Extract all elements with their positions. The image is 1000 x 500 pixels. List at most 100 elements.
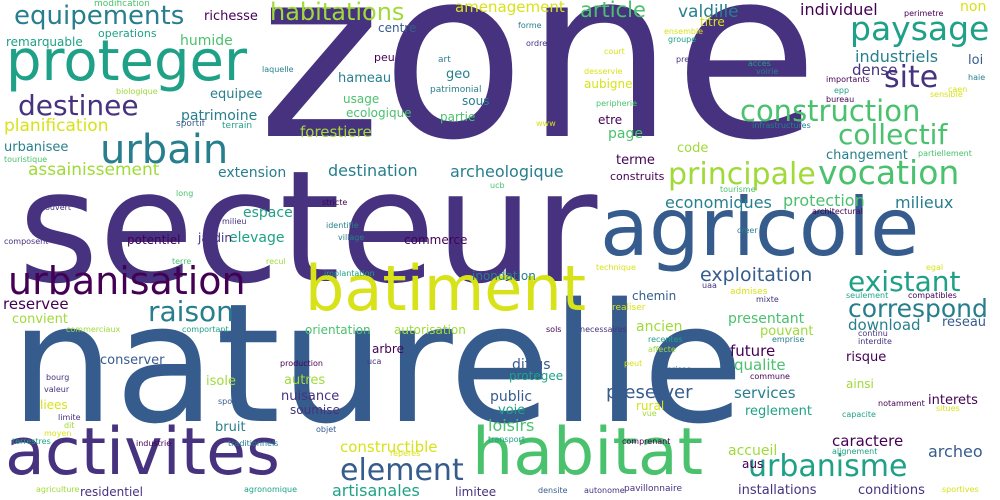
word-archeo: archeo <box>928 442 983 461</box>
word-installations: installations <box>738 483 817 498</box>
word-chemin: chemin <box>632 289 677 303</box>
word-jardin: jardin <box>198 231 232 245</box>
word-architectural: architectural <box>812 207 863 216</box>
word-urbanisme: urbanisme <box>748 449 908 484</box>
word-vue: vue <box>642 409 657 418</box>
word-partie: partie <box>440 110 476 124</box>
word-milieux: milieux <box>895 193 954 212</box>
word-composent: composent <box>4 237 49 246</box>
word-sportives: sportives <box>942 485 979 494</box>
word-laquelle: laquelle <box>262 65 294 74</box>
word-prevu: prevu <box>676 55 699 64</box>
word-commune: commune <box>750 372 790 381</box>
word-peut: peut <box>624 359 643 368</box>
word-activites: activites <box>5 415 280 490</box>
word-touristique: touristique <box>4 155 48 164</box>
word-correspond: correspond <box>848 294 988 323</box>
word-conserver: conserver <box>100 353 165 368</box>
word-protegee: protegee <box>509 369 564 383</box>
word-equipements: equipements <box>14 1 185 31</box>
word-operations: operations <box>98 27 157 40</box>
word-elevage: elevage <box>229 230 285 246</box>
word-code: code <box>677 141 709 156</box>
word-forme: forme <box>518 21 542 30</box>
word-interets: interets <box>928 393 978 408</box>
word-continu: continu <box>858 329 888 338</box>
word-dense: dense <box>852 61 898 79</box>
word-implantation: implantation <box>324 269 375 278</box>
word-ordre: ordre <box>526 39 548 48</box>
word-comprenant: comprenant <box>622 437 671 446</box>
word-sous: sous <box>462 94 490 108</box>
word-existant: existant <box>848 265 961 298</box>
word-planification: planification <box>4 116 109 136</box>
word-ouvert: ouvert <box>45 203 72 212</box>
word-traditionnels: traditionnels <box>228 439 279 448</box>
word-reglement: reglement <box>745 404 812 419</box>
word-loisirs: loisirs <box>488 416 535 435</box>
word-stricte: stricte <box>322 198 348 207</box>
word-technique: technique <box>596 263 636 272</box>
word-construction: construction <box>740 94 921 128</box>
word-paysage: paysage <box>850 9 990 48</box>
word-reseau: reseau <box>942 315 987 330</box>
word-raison: raison <box>148 295 234 328</box>
word-pouvant: pouvant <box>760 324 814 339</box>
word-haie: haie <box>968 73 986 82</box>
word-realiser: realiser <box>612 303 646 313</box>
word-element: element <box>340 453 464 488</box>
word-situes: situes <box>936 404 960 413</box>
word-assainissement: assainissement <box>28 160 160 180</box>
word-autorisee: autorisee <box>654 365 692 374</box>
word-orientation: orientation <box>305 323 371 337</box>
word-potentiel: potentiel <box>127 233 181 247</box>
word-page: page <box>608 126 643 142</box>
word-hameau: hameau <box>338 71 392 86</box>
word-reperes: reperes <box>390 449 421 458</box>
word-forestiere: forestiere <box>300 123 372 141</box>
word-voie: voie <box>498 403 526 418</box>
word-arbre: arbre <box>372 342 404 356</box>
word-terme: terme <box>616 153 655 168</box>
word-isole: isole <box>206 374 236 389</box>
word-extension: extension <box>218 165 287 181</box>
word-protection: protection <box>783 191 865 210</box>
word-production: production <box>280 359 323 368</box>
word-art: art <box>438 55 451 65</box>
word-espace: espace <box>243 205 293 221</box>
word-agronomique: agronomique <box>244 485 298 494</box>
word-autres: autres <box>284 373 326 388</box>
word-habitations: habitations <box>270 0 405 26</box>
word-epp: epp <box>834 86 850 95</box>
word-terre: terre <box>172 257 192 266</box>
word-partiellement: partiellement <box>918 149 972 158</box>
word-uaa: uaa <box>702 281 717 290</box>
word-qualite: qualite <box>734 356 786 374</box>
word-emprise: emprise <box>772 335 805 344</box>
word-milieu: milieu <box>222 217 247 226</box>
word-voirie: voirie <box>756 67 779 76</box>
word-construits: construits <box>610 170 665 183</box>
word-presentant: presentant <box>728 311 805 327</box>
word-objet: objet <box>316 425 337 434</box>
word-admises: admises <box>730 287 768 297</box>
word-bruit: bruit <box>215 420 246 435</box>
word-peu: peu <box>374 51 395 64</box>
word-limitee: limitee <box>455 485 497 499</box>
word-services: services <box>734 384 796 402</box>
word-etre: etre <box>598 113 623 127</box>
word-autonome: autonome <box>584 486 625 495</box>
word-public: public <box>490 389 533 405</box>
word-soumise: soumise <box>290 403 340 417</box>
word-recul: recul <box>266 257 286 266</box>
word-titre: titre <box>700 15 725 29</box>
word-non: non <box>960 0 987 15</box>
word-patrimonial: patrimonial <box>430 85 482 95</box>
word-ucb: ucb <box>490 181 505 190</box>
word-autorisation: autorisation <box>394 323 466 337</box>
word-acces: acces <box>748 59 771 68</box>
word-long: long <box>176 189 194 198</box>
word-secteur: secteur <box>18 137 598 318</box>
word-future: future <box>730 342 776 360</box>
